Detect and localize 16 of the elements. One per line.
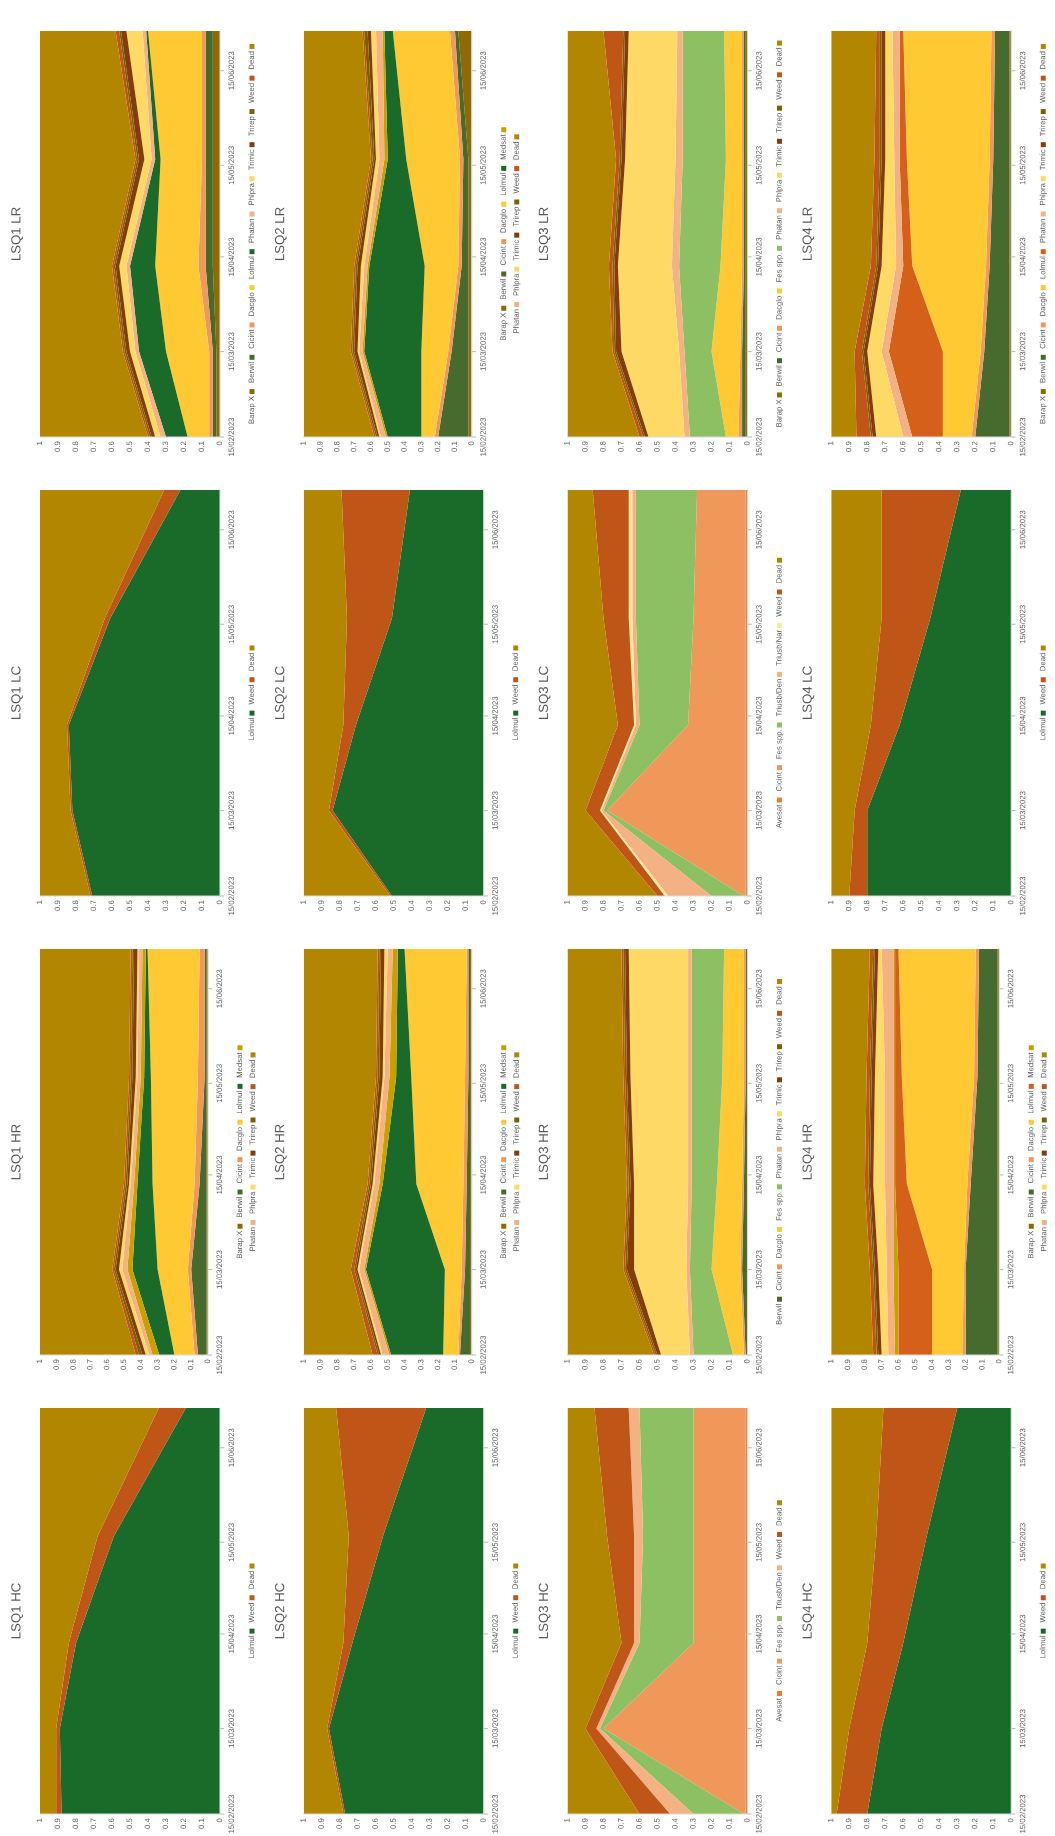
text: LSQ1 HC — [11, 1583, 23, 1639]
text: LSQ2 LR — [274, 207, 287, 261]
text: LSQ4 HC — [802, 1583, 815, 1639]
text: LSQ4 LR — [802, 207, 815, 261]
text: LSQ1 HR — [11, 1124, 23, 1180]
text: LSQ2 HC — [274, 1583, 287, 1639]
text: LSQ3 HR — [538, 1124, 551, 1180]
text: LSQ3 LC — [538, 666, 551, 720]
text: LSQ3 LR — [538, 207, 551, 261]
text: LSQ2 HR — [274, 1124, 287, 1180]
text: LSQ3 HC — [538, 1583, 551, 1639]
text: LSQ4 LC — [802, 666, 815, 720]
text: LSQ2 LC — [274, 666, 287, 720]
text: LSQ4 HR — [802, 1124, 815, 1180]
text: LSQ1 LC — [11, 666, 23, 720]
text: LSQ1 LR — [11, 207, 23, 261]
